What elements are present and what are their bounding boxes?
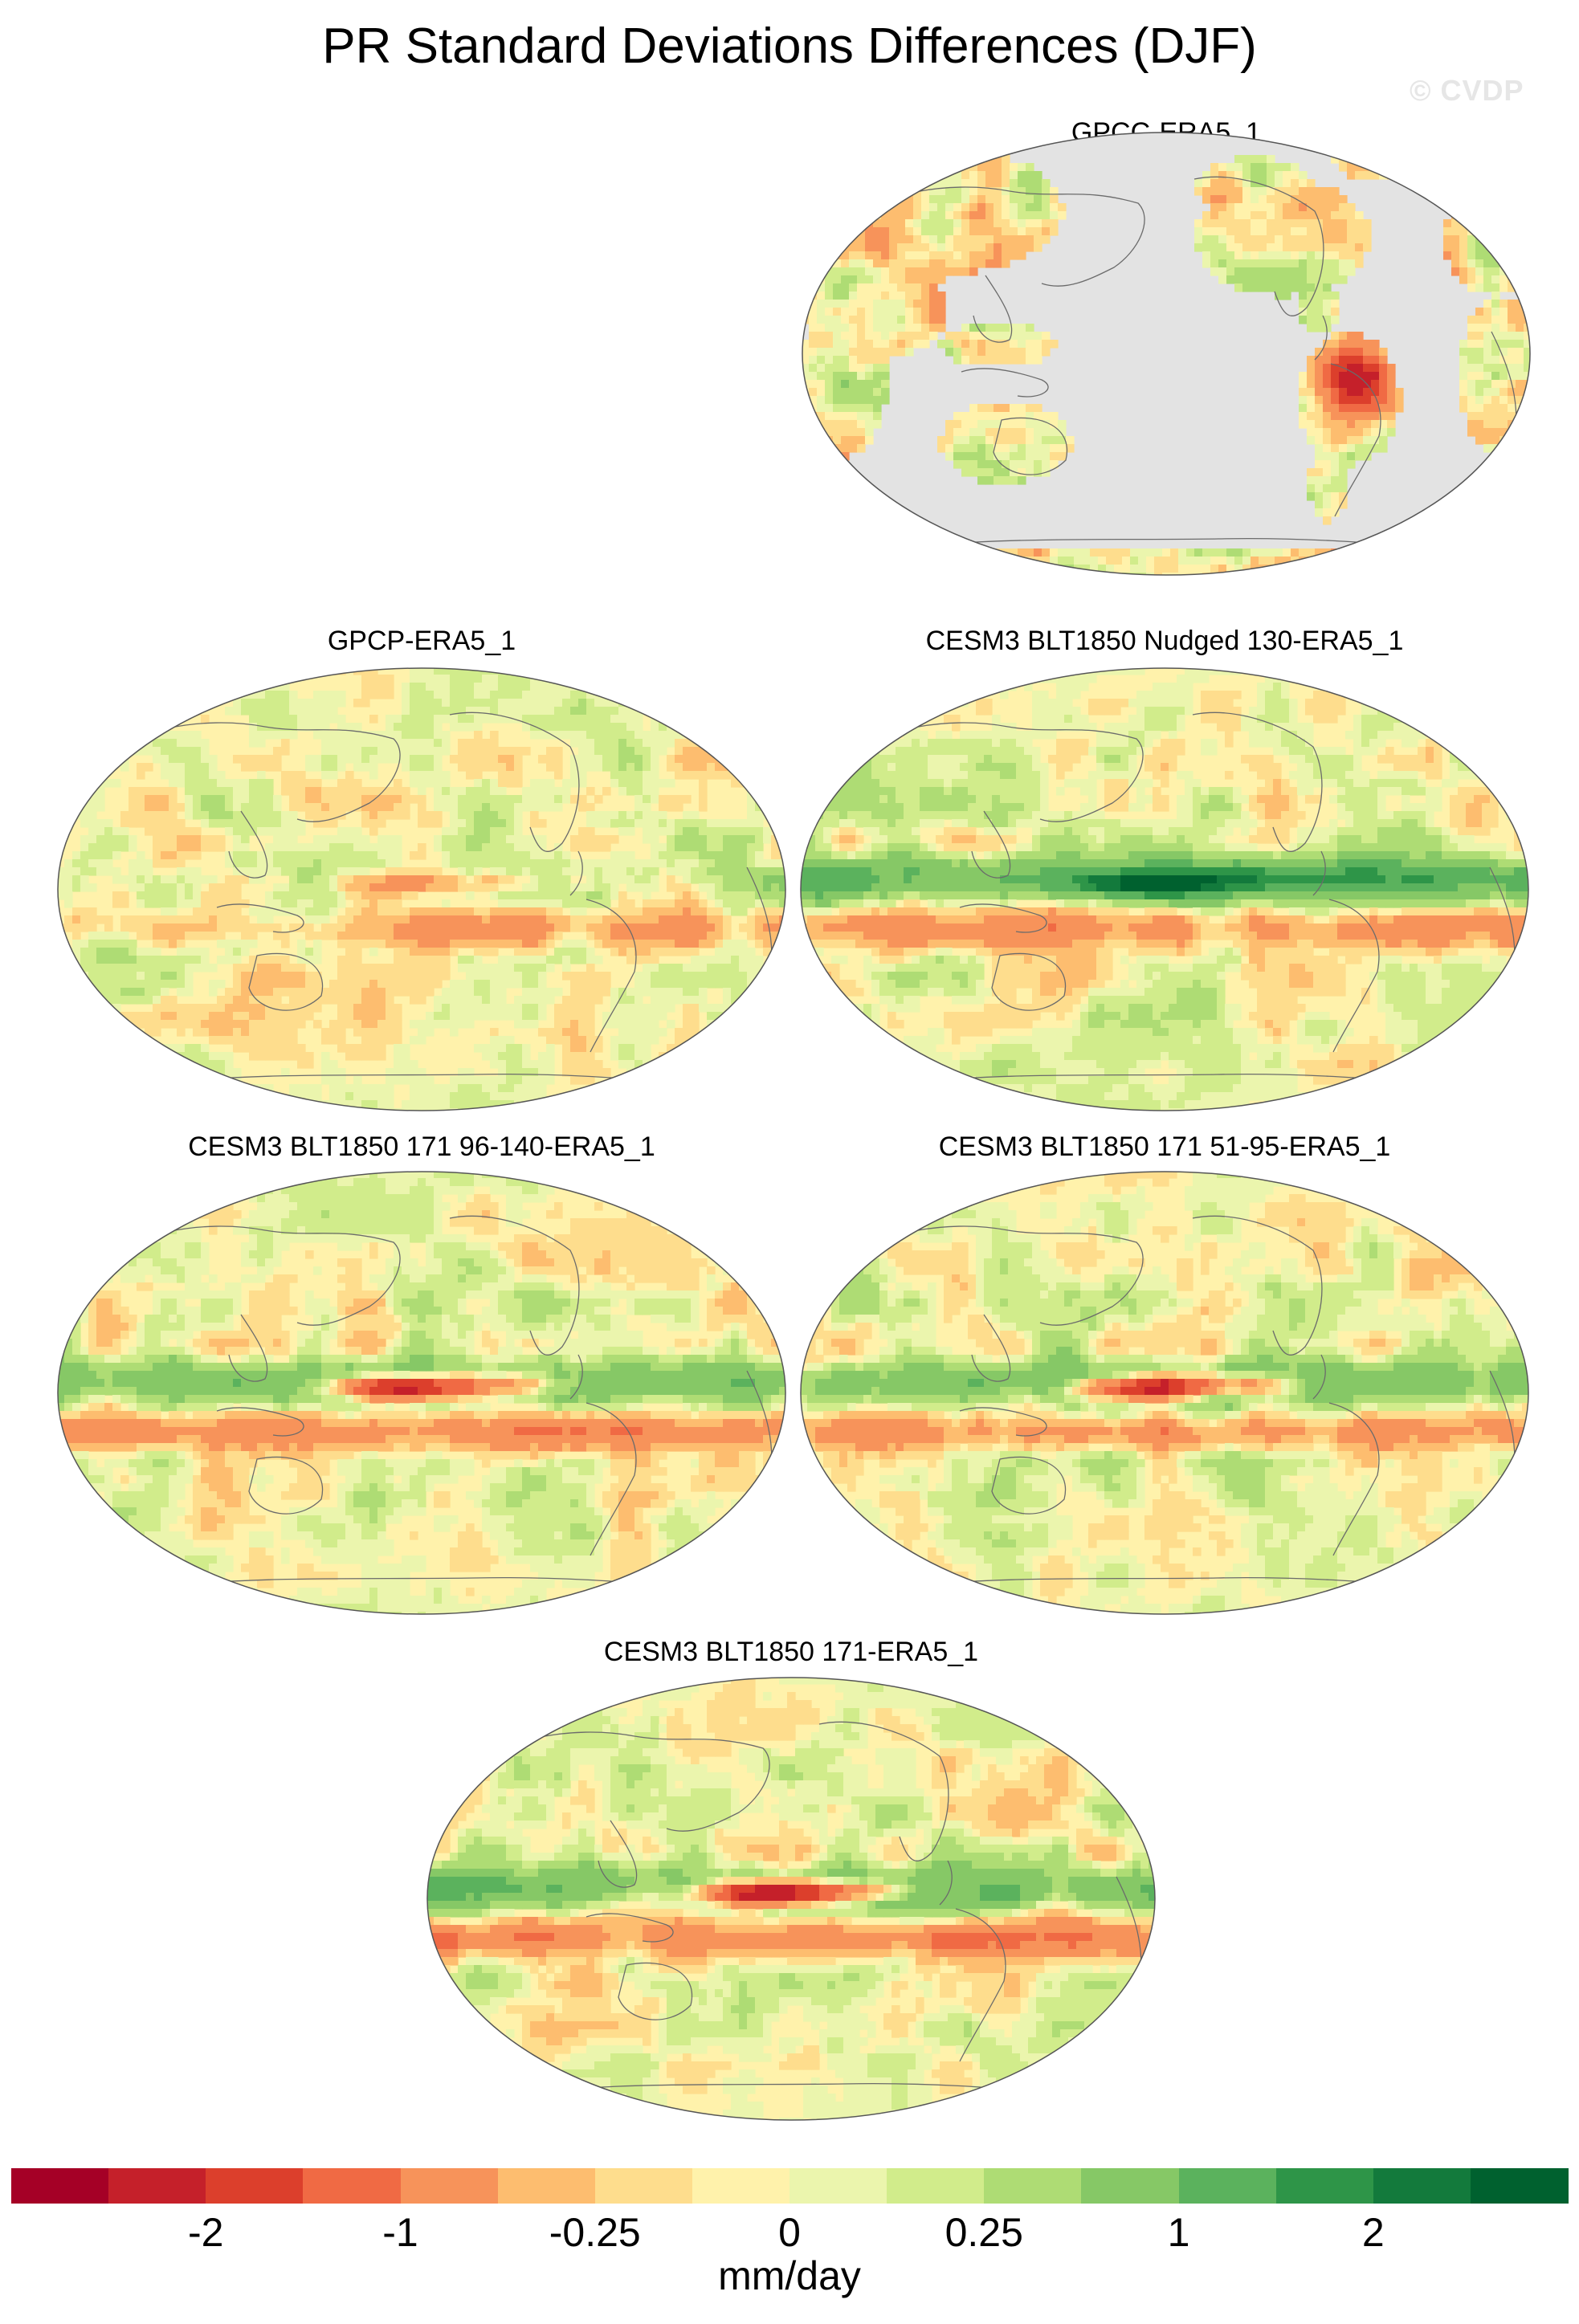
colorbar: [11, 2168, 1569, 2204]
panel-title-171-96-140: CESM3 BLT1850 171 96-140-ERA5_1: [60, 1131, 783, 1163]
map-outline: [800, 1171, 1529, 1615]
colorbar-tick: 2: [1293, 2208, 1454, 2257]
map-171-96-140: [57, 1171, 786, 1615]
panel-title-nudged-130: CESM3 BLT1850 Nudged 130-ERA5_1: [803, 625, 1526, 657]
colorbar-swatch: [594, 2168, 693, 2204]
map-outline: [57, 1171, 786, 1615]
colorbar-swatch: [11, 2168, 109, 2204]
colorbar-swatch: [1470, 2168, 1569, 2204]
panel-title-gpcp: GPCP-ERA5_1: [60, 625, 783, 657]
map-gpcc: [802, 132, 1531, 576]
colorbar-swatch: [790, 2168, 887, 2204]
panel-title-171: CESM3 BLT1850 171-ERA5_1: [430, 1636, 1153, 1668]
colorbar-tick: 0: [709, 2208, 870, 2257]
map-nudged-130: [800, 667, 1529, 1111]
colorbar-tick: -1: [320, 2208, 481, 2257]
colorbar-swatch: [497, 2168, 596, 2204]
map-outline: [57, 667, 786, 1111]
colorbar-swatch: [1081, 2168, 1179, 2204]
map-outline: [800, 667, 1529, 1111]
colorbar-tick: -2: [125, 2208, 286, 2257]
colorbar-swatch: [887, 2168, 985, 2204]
map-field: [58, 1172, 785, 1614]
colorbar-swatch: [984, 2168, 1082, 2204]
map-outline: [802, 132, 1531, 576]
figure-title: PR Standard Deviations Differences (DJF): [0, 18, 1579, 75]
colorbar-tick: -0.25: [515, 2208, 675, 2257]
colorbar-swatch: [1275, 2168, 1374, 2204]
colorbar-units: mm/day: [0, 2252, 1579, 2300]
colorbar-swatch: [400, 2168, 499, 2204]
colorbar-swatch: [1178, 2168, 1277, 2204]
colorbar-swatch: [108, 2168, 206, 2204]
map-outline: [426, 1677, 1156, 2121]
colorbar-tick: 1: [1099, 2208, 1259, 2257]
colorbar-swatch: [303, 2168, 401, 2204]
colorbar-swatch: [692, 2168, 790, 2204]
map-171: [426, 1677, 1156, 2121]
colorbar-swatch: [1373, 2168, 1471, 2204]
colorbar-swatch: [206, 2168, 304, 2204]
map-gpcp: [57, 667, 786, 1111]
cvdp-watermark: © CVDP: [1410, 74, 1524, 108]
panel-title-171-51-95: CESM3 BLT1850 171 51-95-ERA5_1: [803, 1131, 1526, 1163]
colorbar-tick: 0.25: [904, 2208, 1064, 2257]
map-171-51-95: [800, 1171, 1529, 1615]
